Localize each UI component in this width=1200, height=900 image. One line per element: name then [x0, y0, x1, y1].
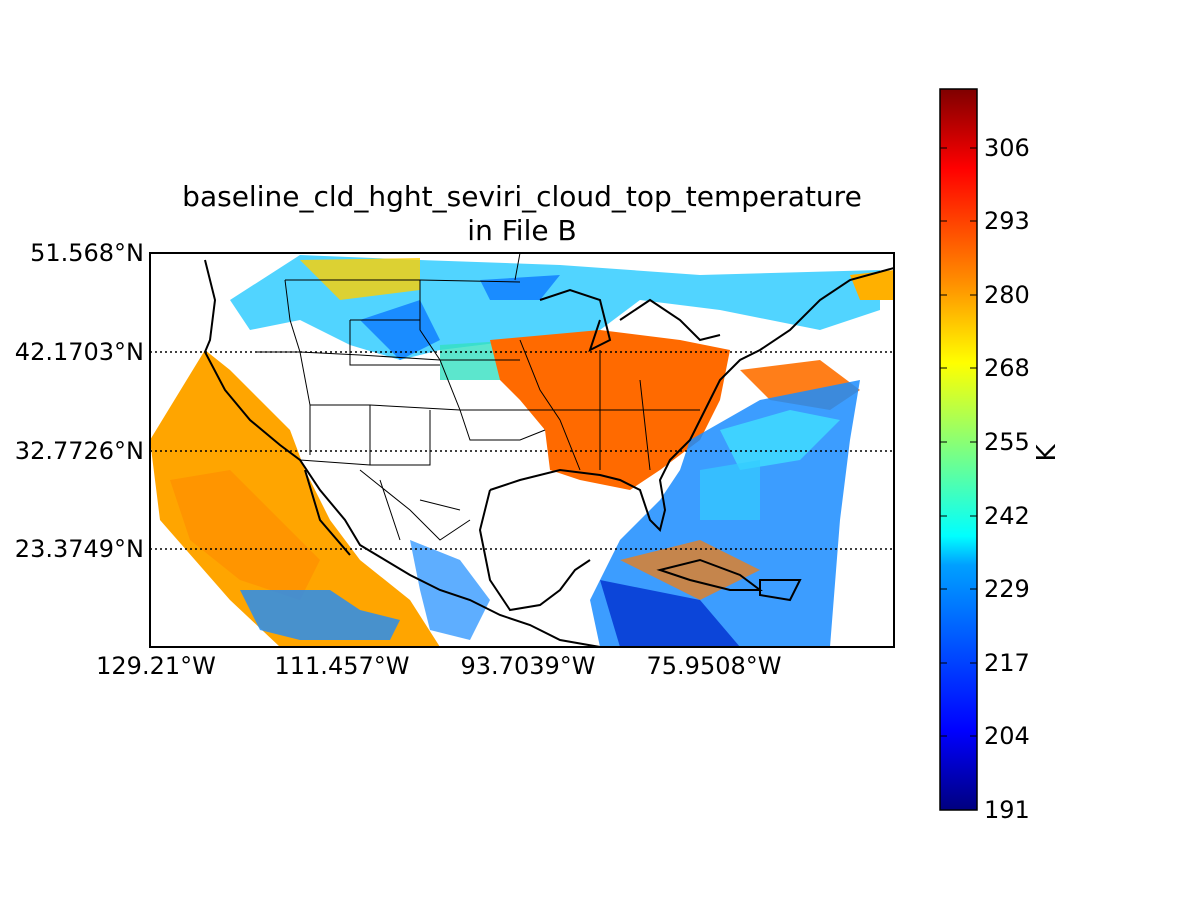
colorbar-tick-label: 242: [984, 502, 1030, 530]
lon-label: 111.457°W: [274, 652, 410, 680]
colorbar-tick-label: 204: [984, 722, 1030, 750]
lon-label: 93.7039°W: [460, 652, 596, 680]
colorbar-tick-label: 217: [984, 649, 1030, 677]
lon-label: 129.21°W: [96, 652, 216, 680]
colorbar-tick-label: 306: [984, 134, 1030, 162]
map-subtitle: in File B: [467, 214, 577, 247]
lat-label: 32.7726°N: [14, 437, 144, 465]
lat-label: 42.1703°N: [14, 338, 144, 366]
lat-label: 51.568°N: [30, 239, 144, 267]
lat-label: 23.3749°N: [14, 535, 144, 563]
colorbar-tick-label: 268: [984, 354, 1030, 382]
map-frame: [149, 252, 895, 648]
colorbar-unit-label: K: [1032, 444, 1062, 462]
colorbar: [939, 88, 978, 811]
map-title: baseline_cld_hght_seviri_cloud_top_tempe…: [182, 180, 862, 213]
colorbar-tick-label: 255: [984, 428, 1030, 456]
colorbar-tick-label: 280: [984, 281, 1030, 309]
colorbar-tick-label: 293: [984, 207, 1030, 235]
lon-label: 75.9508°W: [646, 652, 782, 680]
pacific-warm-region: [150, 350, 440, 647]
colorbar-tick-label: 191: [984, 796, 1030, 824]
colorbar-tick-label: 229: [984, 575, 1030, 603]
cloud-top-temperature-field: [150, 255, 894, 647]
parallels: [150, 351, 894, 550]
colorbar-ticks: [940, 147, 977, 737]
